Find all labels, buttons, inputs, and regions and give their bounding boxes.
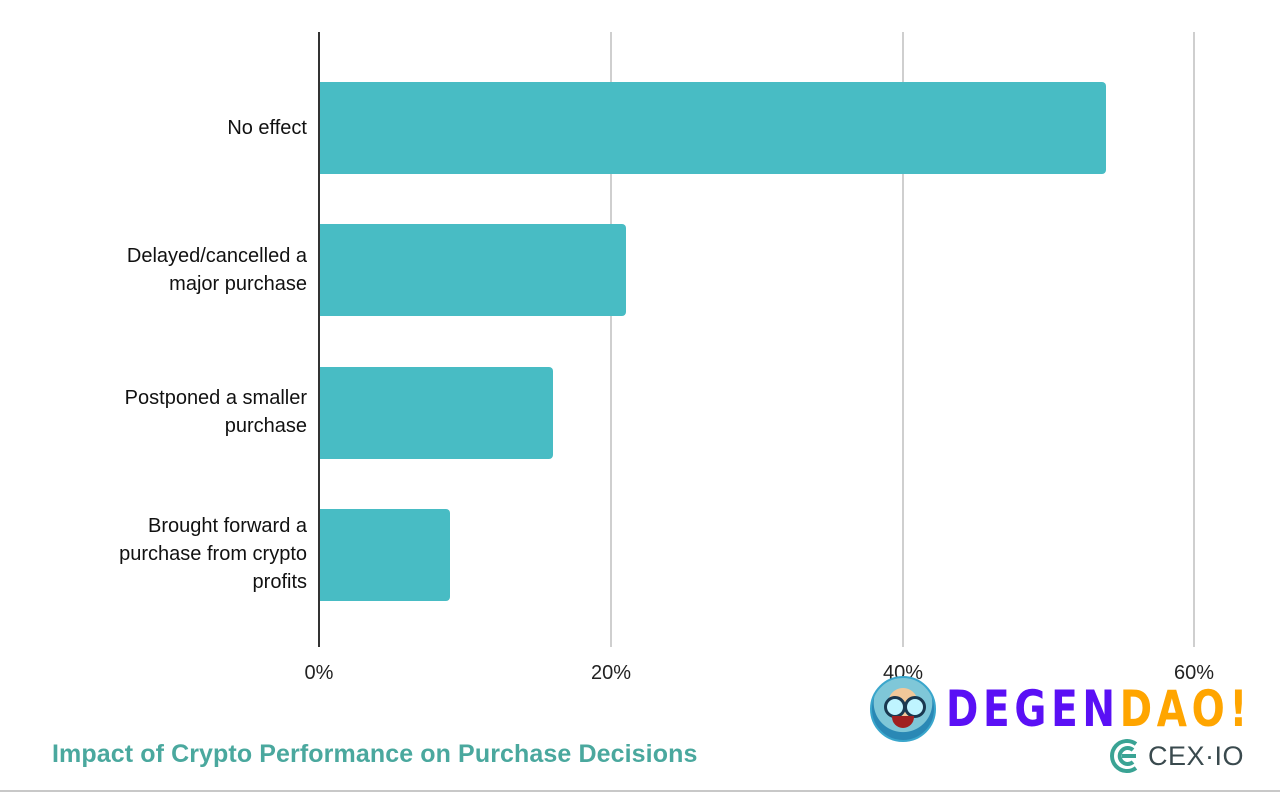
label-line: purchase [224,415,307,437]
gridline-20 [610,32,612,647]
wordmark-degen: DEGEN [946,680,1120,738]
cex-logo-icon [1110,739,1138,773]
gridline-40 [902,32,904,647]
bar-no-effect [320,82,1106,174]
x-tick-20: 20% [590,662,632,684]
cex-io-wordmark: CEX·IO [1148,740,1245,771]
goggle-icon [904,696,926,718]
goggle-icon [884,696,906,718]
x-tick-60: 60% [1173,662,1215,684]
category-label-delayed-major: Delayed/cancelled a major purchase [47,242,307,298]
avatar-icon [870,676,936,742]
degendao-watermark: DEGENDAO! [870,676,1280,742]
wordmark-dao: DAO! [1119,680,1252,738]
bottom-divider [0,790,1280,792]
bar-postponed-smaller [320,367,553,459]
category-label-brought-forward: Brought forward a purchase from crypto p… [47,512,307,596]
y-axis-line [318,32,320,647]
gridline-60 [1193,32,1195,647]
category-label-no-effect: No effect [47,114,307,142]
label-line: No effect [227,117,307,139]
label-line: purchase from crypto [119,543,307,565]
label-line: Postponed a smaller [124,387,307,409]
label-line: profits [252,571,307,593]
mouth-icon [892,716,914,728]
x-tick-0: 0% [304,662,334,684]
category-label-postponed-smaller: Postponed a smaller purchase [47,384,307,440]
chart-title: Impact of Crypto Performance on Purchase… [52,740,698,768]
label-line: major purchase [169,273,307,295]
bar-delayed-major [320,224,626,316]
cex-io-logo: CEX·IO [1106,738,1244,774]
label-line: Delayed/cancelled a [126,245,307,267]
bar-brought-forward [320,509,450,601]
degendao-wordmark: DEGENDAO! [946,680,1252,738]
label-line: Brought forward a [148,515,307,537]
